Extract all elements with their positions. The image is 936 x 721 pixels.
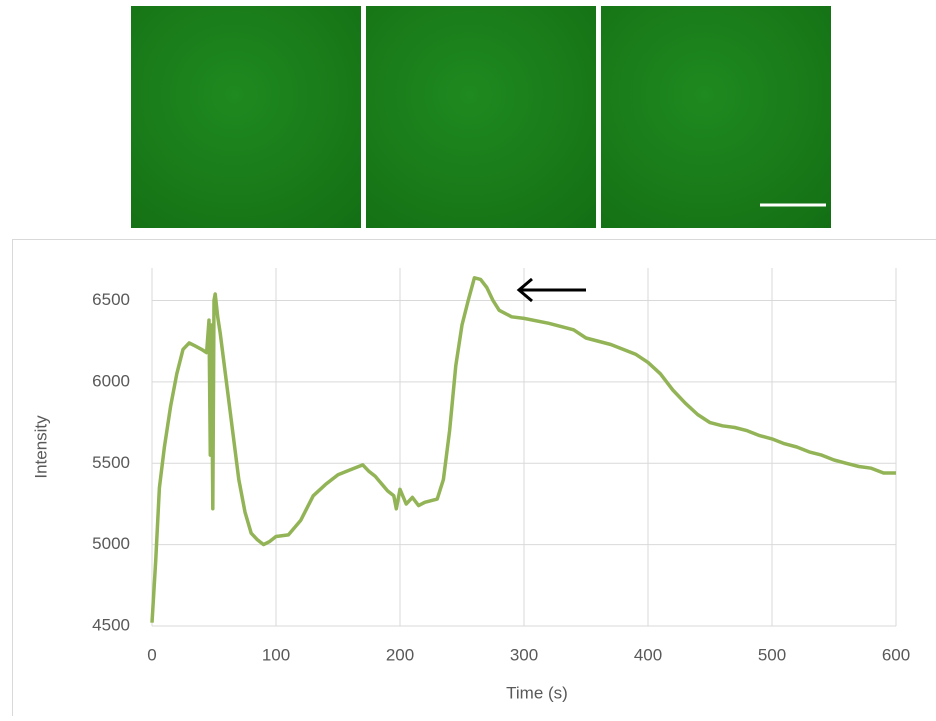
x-axis-label: Time (s)	[506, 683, 568, 702]
y-tick-label: 6000	[92, 371, 130, 390]
x-tick-label: 200	[386, 645, 414, 664]
arrow	[519, 279, 586, 301]
plot: 4500 5000 5500 6000 6500 0 100 200 300 400 500 600	[92, 268, 910, 664]
y-tick-label: 6500	[92, 290, 130, 309]
y-tick-label: 5000	[92, 534, 130, 553]
x-tick-label: 500	[758, 645, 786, 664]
x-tick-label: 400	[634, 645, 662, 664]
x-tick-label: 0	[147, 645, 156, 664]
x-tick-label: 100	[262, 645, 290, 664]
y-tick-label: 5500	[92, 453, 130, 472]
x-tick-label: 600	[882, 645, 910, 664]
y-axis-label: Intensity	[31, 415, 50, 479]
image-panel	[366, 6, 596, 228]
image-panel	[601, 6, 831, 228]
y-tick-label: 4500	[92, 615, 130, 634]
image-panel	[131, 6, 361, 228]
x-tick-label: 300	[510, 645, 538, 664]
